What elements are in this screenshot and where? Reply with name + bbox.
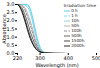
html-text:0 h: 0 h [71,8,78,13]
svg-text:500: 500 [92,55,100,61]
html-text:100h: 100h [71,28,82,33]
svg-text:3.0: 3.0 [7,1,15,7]
svg-text:2.0: 2.0 [7,17,15,23]
html-text:1500h: 1500h [71,38,85,43]
svg-text:0.0: 0.0 [6,50,15,57]
html-text:10h: 10h [71,18,80,23]
svg-text:1.5: 1.5 [7,26,15,32]
svg-text:Absorbance: Absorbance [1,14,7,44]
svg-text:2.5: 2.5 [7,9,15,15]
svg-text:1.0: 1.0 [7,34,15,40]
html-text:50h: 50h [71,23,80,28]
html-text:500h: 500h [71,33,82,38]
html-text:2000h: 2000h [71,43,85,48]
svg-text:0.5: 0.5 [7,42,15,48]
svg-text:400: 400 [64,55,74,61]
svg-text:Wavelength (nm): Wavelength (nm) [35,62,78,68]
html-text:Irradiation time: Irradiation time [63,3,96,8]
html-text:1 h: 1 h [71,13,78,18]
svg-text:220: 220 [13,55,23,61]
svg-text:300: 300 [35,55,45,61]
